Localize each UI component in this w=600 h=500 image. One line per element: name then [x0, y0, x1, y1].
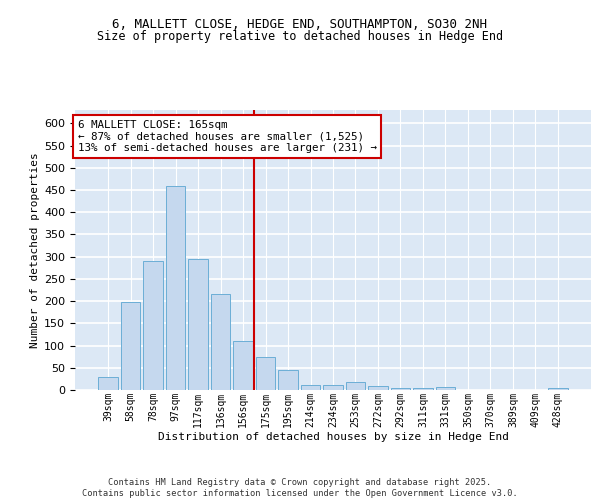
Text: 6, MALLETT CLOSE, HEDGE END, SOUTHAMPTON, SO30 2NH: 6, MALLETT CLOSE, HEDGE END, SOUTHAMPTON… — [113, 18, 487, 30]
Bar — [233, 341, 253, 390]
Bar — [121, 302, 140, 390]
Bar — [413, 388, 433, 390]
Bar — [346, 382, 365, 390]
X-axis label: Distribution of detached houses by size in Hedge End: Distribution of detached houses by size … — [157, 432, 509, 442]
Y-axis label: Number of detached properties: Number of detached properties — [30, 152, 40, 348]
Bar — [391, 388, 410, 390]
Bar — [211, 294, 230, 390]
Text: Contains HM Land Registry data © Crown copyright and database right 2025.
Contai: Contains HM Land Registry data © Crown c… — [82, 478, 518, 498]
Text: Size of property relative to detached houses in Hedge End: Size of property relative to detached ho… — [97, 30, 503, 43]
Bar — [166, 186, 185, 390]
Bar — [278, 370, 298, 390]
Bar — [548, 388, 568, 390]
Bar — [188, 259, 208, 390]
Bar — [323, 384, 343, 390]
Bar — [368, 386, 388, 390]
Bar — [436, 388, 455, 390]
Text: 6 MALLETT CLOSE: 165sqm
← 87% of detached houses are smaller (1,525)
13% of semi: 6 MALLETT CLOSE: 165sqm ← 87% of detache… — [77, 120, 377, 153]
Bar — [301, 384, 320, 390]
Bar — [143, 261, 163, 390]
Bar — [256, 356, 275, 390]
Bar — [98, 376, 118, 390]
